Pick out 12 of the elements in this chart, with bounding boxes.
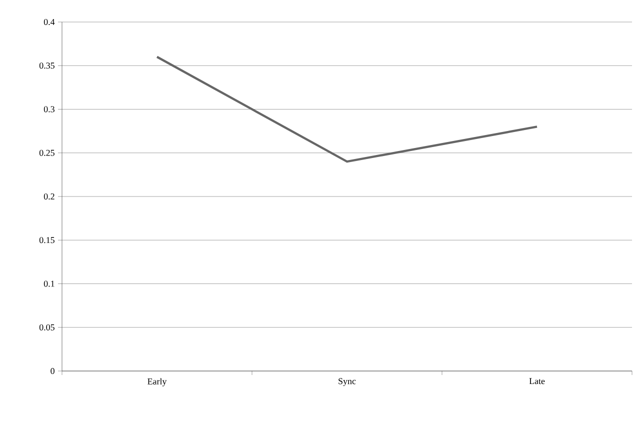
y-tick-label: 0.4 xyxy=(44,18,55,26)
x-tick-label: Late xyxy=(529,378,545,384)
y-tick-label: 0.15 xyxy=(39,237,54,244)
y-tick-label: 0.05 xyxy=(39,324,54,330)
y-tick-label: 0.35 xyxy=(39,62,54,69)
x-tick-label: Sync xyxy=(338,378,356,386)
y-tick-label: 0.25 xyxy=(39,150,54,156)
y-tick-label: 0.1 xyxy=(44,280,54,287)
y-tick-label: 0 xyxy=(50,368,54,374)
y-tick-label: 0.3 xyxy=(44,106,54,112)
x-tick-label: Early xyxy=(148,378,167,386)
y-tick-label: 0.2 xyxy=(44,193,54,200)
